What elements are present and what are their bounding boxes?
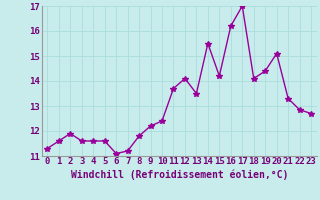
X-axis label: Windchill (Refroidissement éolien,°C): Windchill (Refroidissement éolien,°C): [70, 169, 288, 180]
